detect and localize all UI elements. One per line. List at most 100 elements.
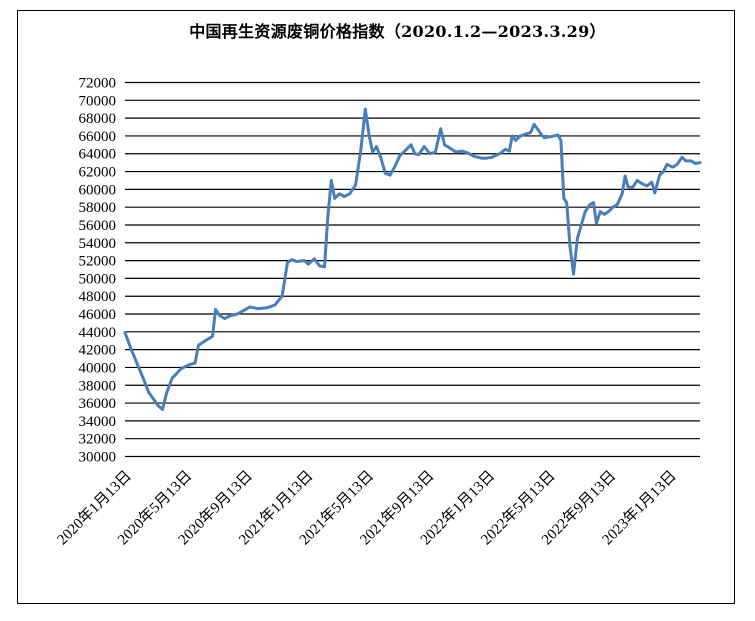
data-point bbox=[174, 373, 178, 376]
data-point bbox=[422, 145, 426, 149]
data-point bbox=[165, 391, 169, 394]
y-tick-label: 36000 bbox=[79, 396, 117, 412]
data-point bbox=[529, 131, 533, 134]
data-point bbox=[379, 155, 382, 158]
data-point bbox=[602, 212, 606, 216]
y-tick-label: 70000 bbox=[79, 93, 117, 109]
data-point bbox=[510, 134, 514, 138]
data-point bbox=[383, 171, 387, 175]
data-point bbox=[312, 257, 316, 261]
data-point bbox=[197, 343, 200, 347]
data-point bbox=[607, 210, 610, 214]
data-point bbox=[572, 272, 575, 276]
y-tick-label: 50000 bbox=[79, 271, 117, 287]
data-point bbox=[203, 339, 207, 343]
data-point bbox=[338, 192, 341, 196]
data-point bbox=[490, 155, 494, 159]
chart-frame bbox=[17, 10, 735, 604]
data-point bbox=[454, 150, 458, 154]
data-point bbox=[631, 186, 634, 190]
data-point bbox=[223, 317, 227, 320]
data-point bbox=[139, 370, 143, 374]
data-point bbox=[318, 264, 321, 268]
y-tick-label: 30000 bbox=[79, 450, 117, 466]
data-point bbox=[562, 196, 566, 200]
data-point bbox=[698, 161, 702, 165]
data-point bbox=[439, 127, 443, 131]
data-point bbox=[641, 182, 644, 186]
data-point bbox=[286, 261, 289, 264]
data-point bbox=[363, 107, 367, 111]
y-tick-label: 40000 bbox=[79, 360, 117, 376]
data-point bbox=[343, 195, 346, 198]
y-tick-label: 66000 bbox=[79, 129, 117, 145]
y-tick-label: 68000 bbox=[79, 111, 117, 127]
data-point bbox=[193, 361, 197, 365]
x-axis-tick-labels: 2020年1月13日2020年5月13日2020年9月13日2021年1月13日… bbox=[54, 467, 680, 548]
y-tick-label: 42000 bbox=[79, 343, 117, 359]
data-point bbox=[552, 134, 556, 138]
data-point bbox=[326, 214, 330, 218]
data-point bbox=[579, 223, 583, 227]
data-point bbox=[684, 159, 688, 163]
data-point bbox=[147, 391, 151, 394]
series-layer bbox=[123, 107, 702, 411]
data-point bbox=[354, 183, 357, 187]
data-point bbox=[443, 143, 446, 147]
data-point bbox=[665, 163, 669, 166]
data-point bbox=[507, 149, 511, 153]
data-point bbox=[170, 376, 174, 380]
data-point bbox=[472, 155, 476, 158]
data-point bbox=[243, 308, 247, 311]
data-point bbox=[156, 404, 160, 408]
data-point bbox=[183, 365, 187, 368]
y-tick-label: 58000 bbox=[79, 200, 117, 216]
data-point bbox=[129, 348, 133, 351]
data-point bbox=[375, 145, 378, 149]
data-point bbox=[568, 245, 572, 249]
data-point bbox=[536, 128, 540, 132]
y-tick-label: 56000 bbox=[79, 218, 117, 234]
data-point bbox=[662, 170, 665, 173]
data-point bbox=[588, 203, 592, 206]
data-point bbox=[323, 265, 326, 269]
y-tick-label: 38000 bbox=[79, 378, 117, 394]
data-point bbox=[307, 262, 310, 266]
data-point bbox=[179, 367, 182, 371]
y-tick-label: 52000 bbox=[79, 254, 117, 270]
data-point bbox=[694, 162, 697, 165]
data-point bbox=[161, 407, 164, 411]
data-point bbox=[256, 307, 260, 311]
y-tick-label: 48000 bbox=[79, 289, 117, 305]
data-point bbox=[333, 196, 337, 200]
data-point bbox=[514, 139, 517, 142]
y-tick-label: 34000 bbox=[79, 414, 117, 430]
data-point bbox=[329, 179, 333, 182]
data-point bbox=[367, 134, 371, 138]
data-point bbox=[404, 148, 408, 152]
data-point bbox=[265, 306, 269, 310]
y-tick-label: 64000 bbox=[79, 147, 117, 163]
data-point bbox=[595, 221, 598, 225]
data-point bbox=[228, 314, 232, 318]
data-point bbox=[626, 185, 630, 189]
data-point bbox=[524, 132, 528, 136]
data-point bbox=[295, 260, 299, 263]
data-point bbox=[359, 147, 363, 151]
data-point bbox=[611, 205, 615, 209]
data-point bbox=[303, 259, 306, 262]
data-point bbox=[592, 201, 595, 205]
data-point bbox=[645, 184, 649, 188]
data-point bbox=[248, 305, 252, 309]
data-point bbox=[449, 147, 452, 150]
data-point bbox=[480, 156, 484, 160]
data-point bbox=[583, 210, 587, 214]
y-tick-label: 44000 bbox=[79, 325, 117, 341]
y-tick-label: 54000 bbox=[79, 236, 117, 252]
data-point bbox=[675, 163, 679, 166]
data-point bbox=[413, 152, 417, 156]
gridlines bbox=[125, 81, 700, 458]
data-point bbox=[576, 236, 579, 240]
data-point bbox=[498, 152, 501, 156]
